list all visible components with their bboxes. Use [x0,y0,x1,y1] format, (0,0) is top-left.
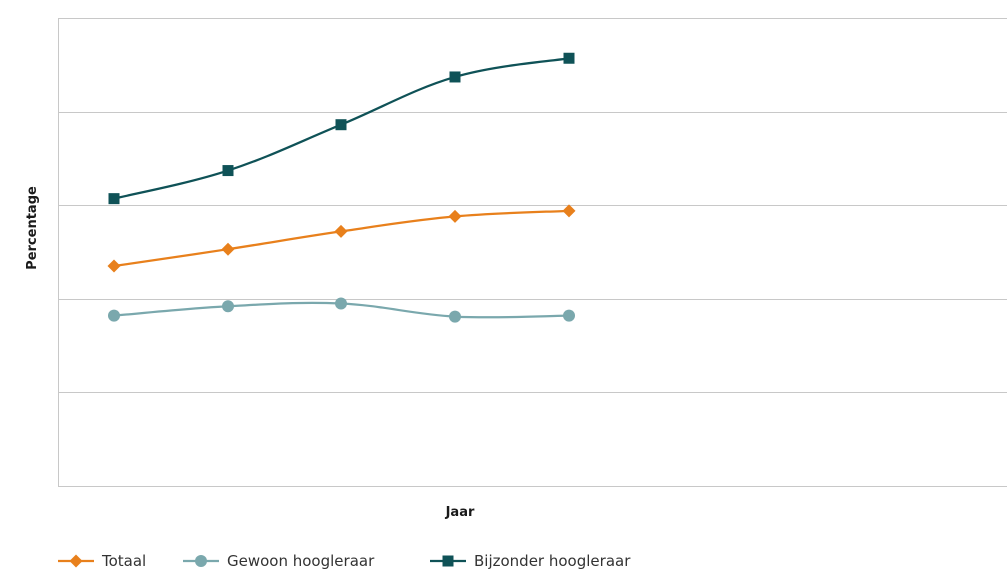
data-point-gewoon-hoogleraar [335,297,347,310]
series-totaal [107,204,576,273]
data-point-gewoon-hoogleraar [222,300,234,313]
gridlines [58,18,1007,487]
data-point-totaal [562,204,576,218]
x-axis-title: Jaar [445,505,475,520]
legend-label: Totaal [101,552,146,569]
legend-item-totaal: Totaal [58,552,146,569]
data-point-gewoon-hoogleraar [449,310,461,323]
legend-item-bijzonder-hoogleraar: Bijzonder hoogleraar [430,552,631,569]
data-point-bijzonder-hoogleraar [108,193,120,205]
series-gewoon-hoogleraar [108,297,575,323]
legend-swatch-marker [69,554,83,568]
legend-item-gewoon-hoogleraar: Gewoon hoogleraar [183,552,375,569]
data-point-bijzonder-hoogleraar [335,119,347,131]
y-axis-title: Percentage [25,186,40,270]
data-point-gewoon-hoogleraar [563,309,575,322]
legend-label: Bijzonder hoogleraar [474,552,631,569]
legend: Totaal Gewoon hoogleraar Bijzonder hoogler… [58,552,631,569]
series-bijzonder-hoogleraar [108,52,575,205]
data-point-totaal [221,242,235,256]
data-point-totaal [107,259,121,273]
legend-swatch-marker [195,555,207,567]
series-layer [107,52,576,323]
data-point-totaal [448,209,462,223]
data-point-gewoon-hoogleraar [108,309,120,322]
legend-swatch-marker [442,555,454,567]
data-point-bijzonder-hoogleraar [222,165,234,177]
data-point-totaal [334,224,348,238]
legend-label: Gewoon hoogleraar [227,552,375,569]
data-point-bijzonder-hoogleraar [449,71,461,83]
series-line-totaal [113,209,570,268]
data-point-bijzonder-hoogleraar [563,52,575,64]
